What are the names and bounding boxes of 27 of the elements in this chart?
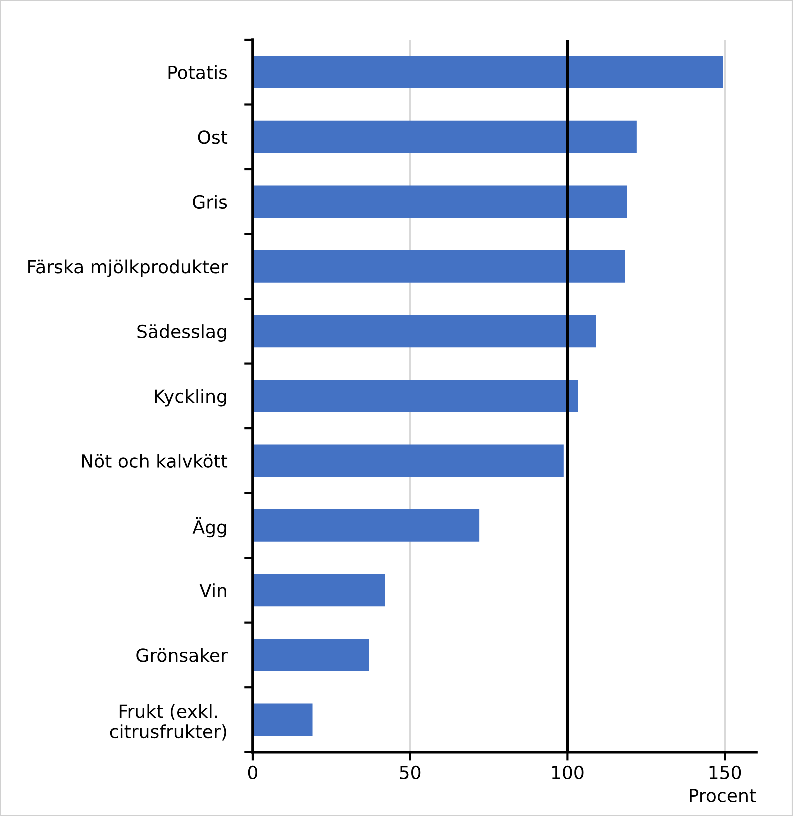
y-tick-label: Potatis (168, 66, 228, 80)
bar (252, 704, 313, 736)
y-tick-label: Vin (200, 584, 226, 598)
x-tick-label: 50 (400, 766, 421, 780)
bar (252, 250, 626, 283)
bar (252, 380, 578, 412)
bar (252, 510, 480, 542)
y-tick-label: Nöt och kalvkött (82, 454, 228, 468)
y-tick-label: Frukt (exkl. citrusfrukter) (110, 704, 226, 741)
y-tick-label: Kyckling (155, 389, 226, 407)
bar (252, 56, 724, 89)
bar (252, 444, 564, 478)
x-tick-label: 150 (710, 766, 742, 780)
bar (252, 315, 596, 348)
bar (252, 574, 386, 607)
y-tick-label: Ägg (192, 517, 226, 538)
y-tick-label: Grönsaker (136, 648, 228, 662)
x-axis-title: Procent (690, 789, 756, 803)
y-tick-label: Gris (193, 195, 228, 209)
x-tick-label: 0 (248, 766, 258, 780)
y-tick-label: Färska mjölkprodukter (28, 260, 228, 278)
bar (252, 120, 637, 154)
y-tick-label: Ost (198, 130, 228, 144)
x-tick-label: 100 (552, 766, 584, 780)
bar (252, 186, 628, 218)
y-tick-label: Sädesslag (138, 324, 226, 342)
bar (252, 639, 370, 672)
